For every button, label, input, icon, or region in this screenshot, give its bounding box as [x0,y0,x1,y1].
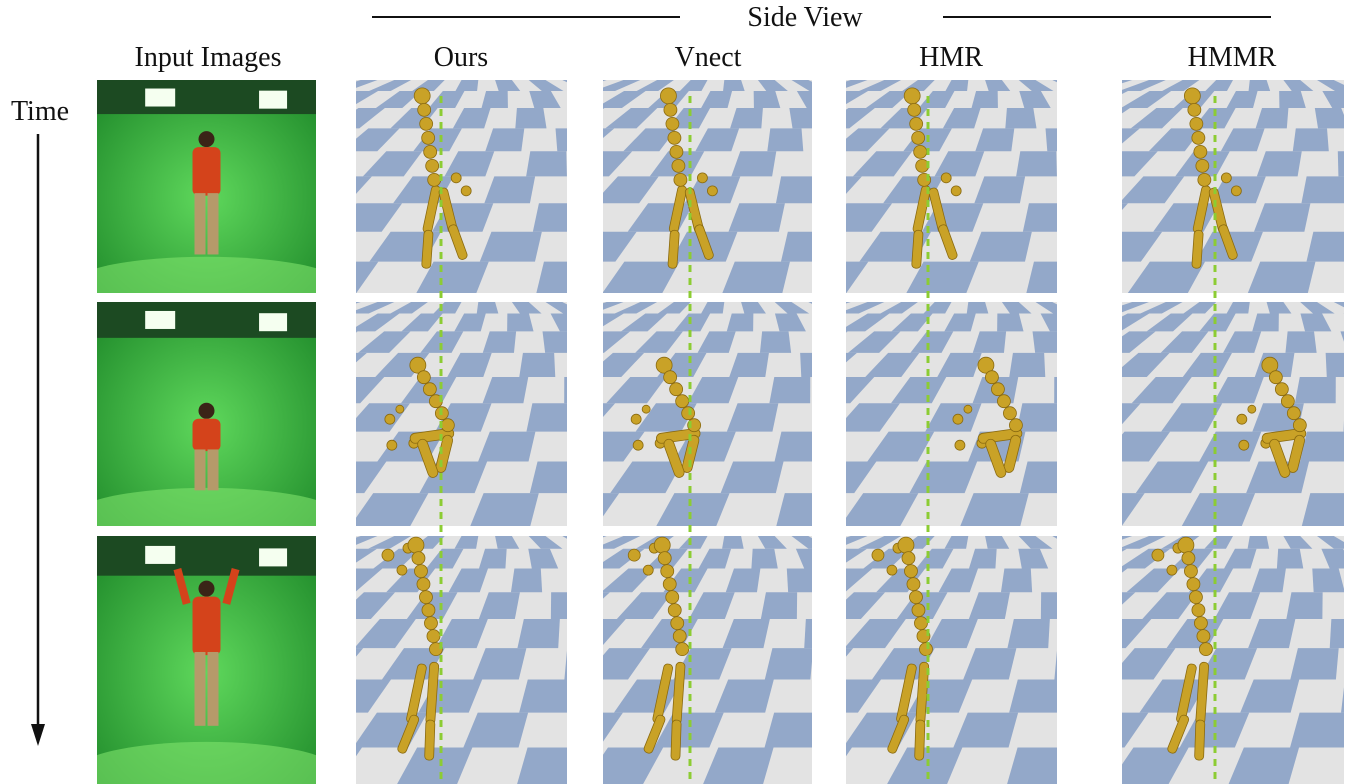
column-header-input: Input Images [134,42,282,73]
render-hmmr-row-2 [1122,302,1344,526]
render-ours-row-3 [356,536,567,784]
render-hmr-row-3 [846,536,1057,784]
input-image-row-3 [97,536,316,784]
side-view-rule-left [372,16,680,18]
side-view-rule-right [943,16,1271,18]
render-hmr-row-2 [846,302,1057,526]
render-hmr-row-1 [846,80,1057,293]
input-image-row-1 [97,80,316,293]
render-ours-row-1 [356,80,567,293]
time-axis-arrow [31,134,45,746]
column-header-hmmr: HMMR [1187,42,1277,73]
column-header-ours: Ours [433,42,489,73]
render-hmmr-row-3 [1122,536,1344,784]
column-header-hmr: HMR [919,42,983,73]
render-ours-row-2 [356,302,567,526]
input-image-row-2 [97,302,316,526]
column-header-vnect: Vnect [674,42,742,73]
render-vnect-row-2 [603,302,812,526]
side-view-label: Side View [747,2,863,33]
render-hmmr-row-1 [1122,80,1344,293]
render-vnect-row-1 [603,80,812,293]
render-vnect-row-3 [603,536,812,784]
time-axis-label: Time [10,96,70,127]
